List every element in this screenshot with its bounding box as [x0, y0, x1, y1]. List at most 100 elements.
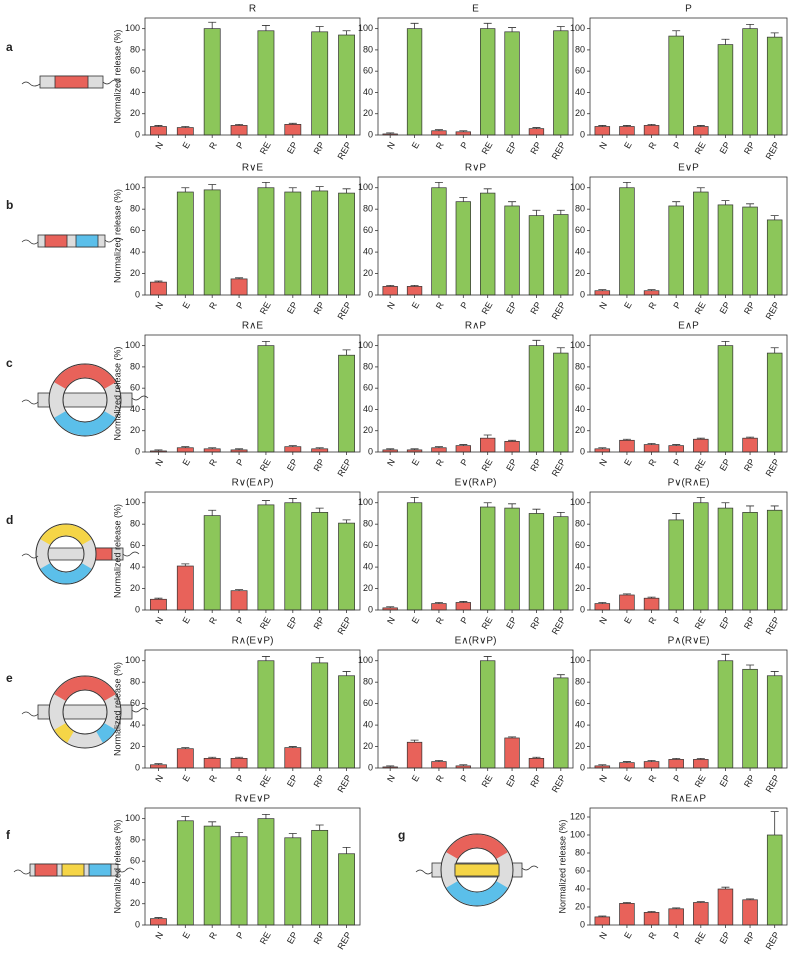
bar — [257, 660, 275, 769]
x-tick-label: REP — [550, 457, 568, 478]
error-bar — [459, 196, 468, 202]
error-bar — [483, 502, 492, 508]
error-bar — [342, 519, 351, 524]
error-bar — [746, 203, 755, 208]
x-tick-label: RP — [312, 140, 327, 156]
x-tick-label: R — [207, 300, 219, 311]
x-tick-label: R — [434, 457, 446, 468]
plot-frame — [589, 491, 788, 611]
y-tick-label: 0 — [135, 129, 140, 139]
y-tick-label: 0 — [368, 289, 373, 299]
x-tick-label: EP — [718, 140, 733, 155]
error-bar — [342, 349, 351, 356]
y-tick-label: 20 — [130, 268, 140, 278]
bar — [176, 748, 194, 769]
bar — [311, 448, 329, 453]
x-tick-label: REP — [764, 140, 782, 161]
error-bar — [622, 181, 631, 188]
bar — [203, 189, 221, 296]
bar — [619, 187, 635, 296]
x-tick-label: RE — [693, 140, 708, 156]
bar — [619, 126, 635, 136]
bar — [176, 447, 194, 453]
y-tick-label: 80 — [130, 519, 140, 529]
y-tick-label: 100 — [358, 655, 373, 665]
y-tick-label: 40 — [575, 883, 585, 893]
y-tick-label: 40 — [130, 877, 140, 887]
error-bar — [154, 280, 163, 283]
y-tick-label: 80 — [575, 847, 585, 857]
bar — [311, 190, 329, 296]
error-bar — [647, 596, 656, 599]
x-tick-label: P — [234, 615, 246, 625]
x-tick-label: RE — [480, 773, 495, 789]
bar — [553, 677, 569, 769]
x-tick-label: R — [434, 140, 446, 151]
x-tick-label: E — [622, 457, 634, 467]
bar — [693, 502, 709, 611]
y-tick-label: 20 — [130, 741, 140, 751]
y-tick-label: 60 — [575, 66, 585, 76]
tether — [21, 553, 39, 559]
bar — [594, 126, 611, 136]
bar — [338, 675, 355, 769]
error-bar — [556, 511, 565, 517]
y-tick-label: 20 — [130, 583, 140, 593]
y-axis-label: Normalized release (%) — [112, 819, 122, 913]
bar — [693, 759, 709, 769]
error-bar — [288, 187, 297, 193]
error-bar — [622, 438, 631, 441]
error-bar — [696, 496, 705, 503]
bar — [230, 590, 248, 611]
error-bar — [721, 653, 730, 661]
bar — [257, 818, 275, 926]
bar — [150, 126, 167, 136]
tether — [131, 707, 149, 713]
bar — [431, 187, 447, 296]
y-tick-label: 100 — [125, 340, 140, 350]
tether — [122, 551, 140, 557]
bar — [406, 502, 423, 611]
error-bar — [721, 886, 730, 889]
chart-title: P∨(R∧E) — [668, 478, 710, 489]
error-bar — [261, 181, 270, 188]
x-tick-label: EP — [504, 300, 519, 315]
y-tick-label: 80 — [363, 44, 373, 54]
error-bar — [342, 188, 351, 194]
error-bar — [386, 448, 395, 450]
y-axis-label: Normalized release (%) — [112, 662, 122, 756]
error-bar — [261, 340, 270, 346]
bar — [176, 127, 194, 136]
x-tick-label: N — [597, 615, 609, 626]
tether — [21, 239, 39, 245]
x-tick-label: RP — [312, 773, 327, 789]
error-bar — [696, 125, 705, 127]
y-tick-label: 100 — [570, 340, 585, 350]
chart-title: P — [685, 4, 692, 15]
error-bar — [208, 21, 217, 29]
x-tick-label: RP — [312, 930, 327, 946]
y-tick-label: 20 — [575, 741, 585, 751]
y-tick-label: 40 — [130, 561, 140, 571]
x-tick-label: REP — [764, 930, 782, 951]
error-bar — [288, 746, 297, 748]
bar — [504, 441, 520, 453]
bar — [311, 31, 329, 136]
y-tick-label: 60 — [575, 225, 585, 235]
bar — [150, 764, 167, 769]
x-tick-label: R — [434, 615, 446, 626]
y-tick-label: 100 — [570, 655, 585, 665]
error-bar — [459, 764, 468, 766]
error-bar — [508, 503, 517, 509]
error-bar — [721, 38, 730, 45]
bar — [455, 445, 471, 453]
bar — [766, 834, 783, 926]
error-bar — [315, 824, 324, 831]
y-tick-label: 60 — [575, 383, 585, 393]
bar — [766, 352, 783, 453]
error-bar — [532, 756, 541, 759]
y-tick-label: 40 — [363, 404, 373, 414]
bar — [431, 447, 447, 453]
x-tick-label: EP — [285, 457, 300, 472]
y-tick-label: 100 — [125, 655, 140, 665]
